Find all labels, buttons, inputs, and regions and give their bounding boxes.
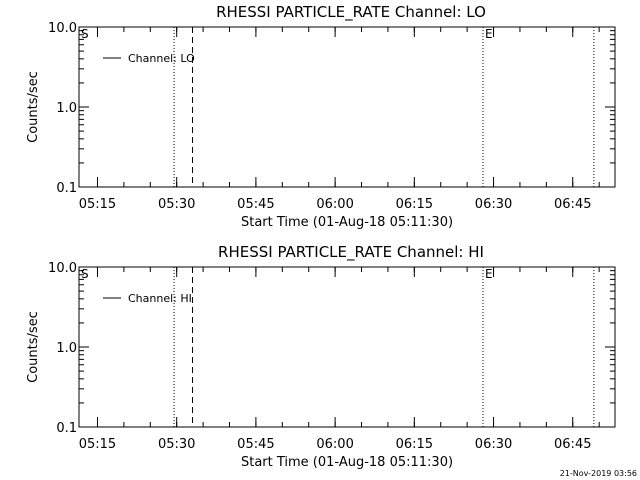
y-axis-title: Counts/sec xyxy=(26,71,41,143)
time-marker-label: S xyxy=(81,267,89,281)
panel-hi: RHESSI PARTICLE_RATE Channel: HI Counts/s… xyxy=(26,243,616,470)
x-axis-title: Start Time (01-Aug-18 05:11:30) xyxy=(241,215,453,230)
y-tick-label: 10.0 xyxy=(48,261,77,276)
y-axis-title: Counts/sec xyxy=(26,311,41,383)
y-tick-label: 0.1 xyxy=(56,421,77,436)
x-tick-label: 05:45 xyxy=(237,197,274,212)
chart-title: RHESSI PARTICLE_RATE Channel: LO xyxy=(216,3,486,22)
chart-title: RHESSI PARTICLE_RATE Channel: HI xyxy=(218,243,484,262)
plot-frame xyxy=(78,26,616,188)
x-tick-label: 06:15 xyxy=(396,197,433,212)
x-tick-label: 05:15 xyxy=(79,437,116,452)
x-tick-label: 06:00 xyxy=(316,197,353,212)
x-tick-label: 06:00 xyxy=(316,437,353,452)
y-tick-label: 1.0 xyxy=(56,341,77,356)
x-tick-label: 06:15 xyxy=(396,437,433,452)
y-tick-label: 1.0 xyxy=(56,101,77,116)
x-tick-label: 05:15 xyxy=(79,197,116,212)
generation-timestamp: 21-Nov-2019 03:56 xyxy=(560,469,637,478)
legend-label: Channel: LO xyxy=(128,52,195,65)
x-tick-label: 05:45 xyxy=(237,437,274,452)
x-axis-title: Start Time (01-Aug-18 05:11:30) xyxy=(241,455,453,470)
plot-frame xyxy=(78,266,616,428)
y-tick-label: 10.0 xyxy=(48,21,77,36)
time-marker-label: S xyxy=(81,27,89,41)
x-tick-label: 05:30 xyxy=(158,437,195,452)
time-marker-label: E xyxy=(485,267,493,281)
x-tick-label: 06:45 xyxy=(554,437,591,452)
y-tick-label: 0.1 xyxy=(56,181,77,196)
legend-label: Channel: HI xyxy=(128,292,192,305)
x-tick-label: 05:30 xyxy=(158,197,195,212)
panel-lo: RHESSI PARTICLE_RATE Channel: LO Counts/s… xyxy=(26,3,616,230)
x-tick-label: 06:30 xyxy=(475,437,512,452)
x-tick-label: 06:45 xyxy=(554,197,591,212)
x-tick-label: 06:30 xyxy=(475,197,512,212)
time-marker-label: E xyxy=(485,27,493,41)
